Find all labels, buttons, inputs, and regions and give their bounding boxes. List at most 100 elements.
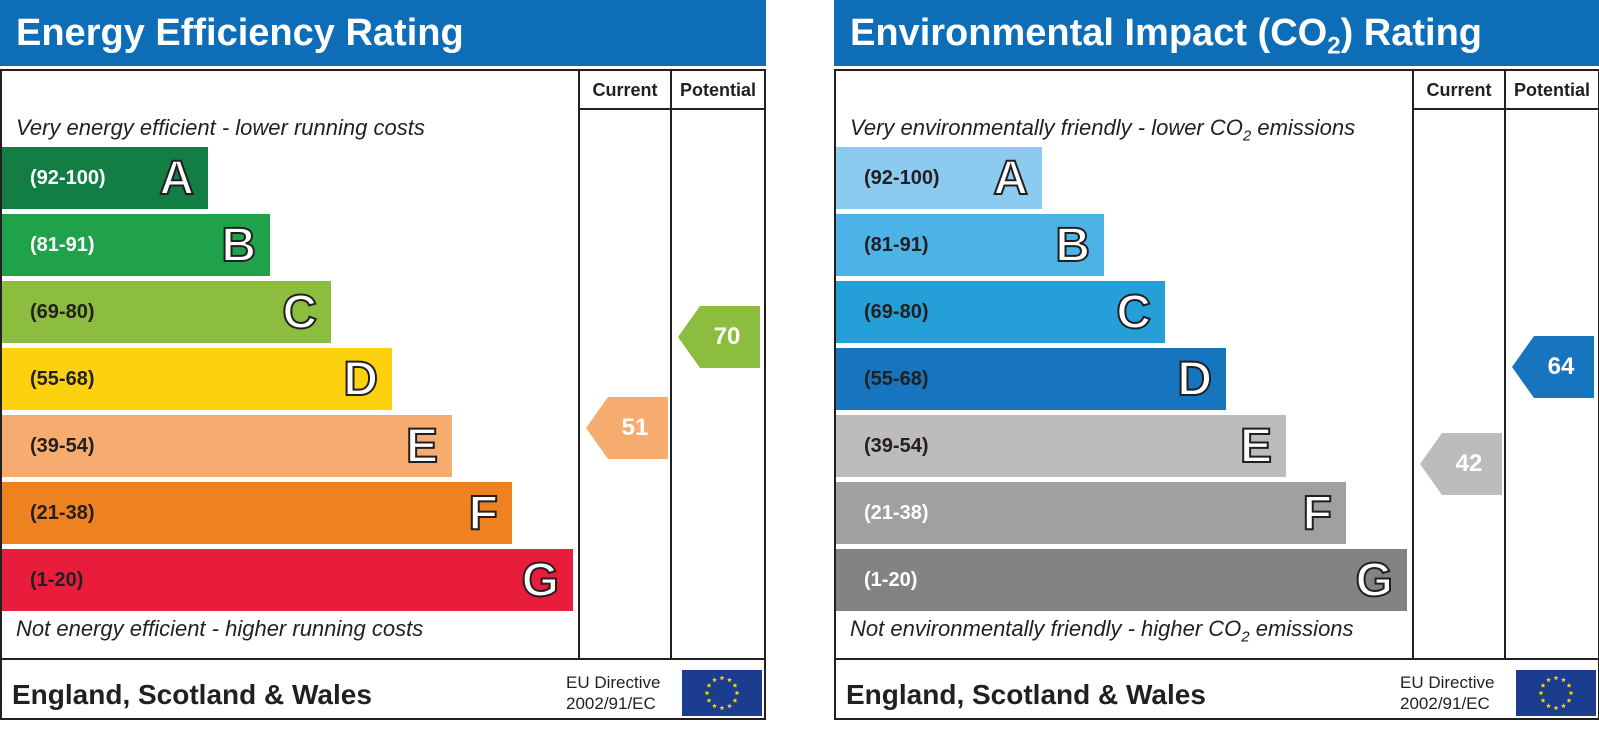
rating-band-d: (55-68) D: [836, 348, 1226, 410]
eu-flag-icon: [1516, 670, 1596, 716]
eu-directive: EU Directive 2002/91/EC: [1400, 672, 1494, 714]
eu-star: [1546, 703, 1551, 709]
rating-band-c: (69-80) C: [836, 281, 1165, 343]
band-range-label: (39-54): [864, 435, 929, 457]
eu-star: [706, 682, 712, 688]
rating-band-b: (81-91) B: [836, 214, 1104, 276]
band-range-label: (21-38): [864, 502, 929, 524]
rating-band-a: (92-100) A: [2, 147, 208, 209]
footer-region: England, Scotland & Wales: [846, 679, 1206, 710]
footer-divider: [836, 658, 1598, 660]
column-header-potential: Potential: [1513, 80, 1590, 100]
band-letter-label: D: [342, 352, 379, 407]
eu-star: [1566, 682, 1572, 688]
column-header-potential: Potential: [679, 80, 756, 100]
eu-star: [706, 697, 712, 703]
top-note: Very environmentally friendly - lower CO…: [850, 115, 1356, 145]
eu-star: [1540, 682, 1546, 688]
eu-star: [1540, 697, 1546, 703]
column-divider: [670, 71, 672, 660]
eu-star: [1561, 703, 1566, 709]
band-letter-label: F: [1302, 486, 1333, 541]
eu-star: [732, 682, 738, 688]
potential-marker-arrow: [678, 306, 760, 368]
band-letter-label: G: [521, 553, 560, 608]
current-rating-value: 51: [621, 414, 649, 441]
potential-rating-marker: 64: [1512, 336, 1594, 398]
rating-band-f: (21-38) F: [836, 482, 1346, 544]
band-range-label: (1-20): [864, 569, 918, 591]
band-letter-label: D: [1176, 352, 1213, 407]
eu-star: [719, 705, 725, 711]
band-letter-label: E: [1239, 419, 1273, 474]
bottom-note: Not energy efficient - higher running co…: [16, 616, 424, 641]
potential-marker-arrow: [1512, 336, 1594, 398]
rating-band-c: (69-80) C: [2, 281, 331, 343]
column-header-current: Current: [592, 80, 658, 100]
column-header-current: Current: [1426, 80, 1492, 100]
eu-star: [704, 690, 710, 696]
footer-region: England, Scotland & Wales: [12, 679, 372, 710]
eu-star: [1553, 675, 1559, 681]
eu-directive-line2: 2002/91/EC: [566, 694, 656, 713]
eu-star: [719, 675, 725, 681]
eu-star: [1546, 677, 1551, 683]
eu-star: [727, 677, 732, 683]
column-divider: [578, 71, 580, 660]
eu-star: [712, 677, 717, 683]
environmental-impact-frame: Current Potential Very environmentally f…: [834, 69, 1599, 720]
band-letter-label: E: [405, 419, 439, 474]
current-rating-marker: 51: [586, 397, 668, 459]
bottom-note: Not environmentally friendly - higher CO…: [850, 616, 1354, 646]
eu-star: [1538, 690, 1544, 696]
eu-star: [734, 690, 740, 696]
band-range-label: (1-20): [30, 569, 84, 591]
energy-efficiency-title: Energy Efficiency Rating: [0, 0, 766, 66]
eu-directive-line1: EU Directive: [566, 673, 661, 692]
band-letter-label: F: [468, 486, 499, 541]
band-range-label: (69-80): [864, 301, 929, 323]
band-letter-label: G: [1355, 553, 1394, 608]
eu-star: [1566, 697, 1572, 703]
current-marker-arrow: [586, 397, 668, 459]
rating-band-a: (92-100) A: [836, 147, 1042, 209]
environmental-impact-panel: Environmental Impact (CO2) Rating Curren…: [834, 0, 1599, 720]
energy-efficiency-panel: Energy Efficiency Rating Current Potenti…: [0, 0, 766, 720]
eu-directive: EU Directive 2002/91/EC: [566, 672, 660, 714]
eu-flag-icon: [682, 670, 762, 716]
band-letter-label: C: [1115, 285, 1152, 340]
band-range-label: (92-100): [864, 167, 940, 189]
band-range-label: (81-91): [864, 234, 929, 256]
current-marker-shape: [586, 397, 668, 459]
column-divider: [1504, 71, 1506, 660]
band-range-label: (21-38): [30, 502, 95, 524]
potential-rating-marker: 70: [678, 306, 760, 368]
top-note: Very energy efficient - lower running co…: [16, 115, 425, 140]
eu-directive-line2: 2002/91/EC: [1400, 694, 1490, 713]
band-range-label: (55-68): [864, 368, 929, 390]
band-range-label: (55-68): [30, 368, 95, 390]
band-letter-label: B: [1054, 218, 1091, 273]
energy-efficiency-frame: Current Potential Very energy efficient …: [0, 69, 766, 720]
rating-band-g: (1-20) G: [836, 549, 1407, 611]
band-range-label: (81-91): [30, 234, 95, 256]
rating-band-e: (39-54) E: [2, 415, 452, 477]
potential-rating-value: 70: [713, 323, 741, 350]
band-range-label: (69-80): [30, 301, 95, 323]
rating-band-g: (1-20) G: [2, 549, 573, 611]
current-marker-shape: [1420, 433, 1502, 495]
potential-marker-shape: [678, 306, 760, 368]
header-divider: [578, 108, 764, 110]
header-divider: [1412, 108, 1598, 110]
current-rating-value: 42: [1455, 450, 1483, 477]
current-rating-marker: 42: [1420, 433, 1502, 495]
band-range-label: (92-100): [30, 167, 106, 189]
eu-star: [1568, 690, 1574, 696]
eu-star: [727, 703, 732, 709]
footer-divider: [2, 658, 764, 660]
eu-star: [1561, 677, 1566, 683]
column-divider: [1412, 71, 1414, 660]
band-letter-label: A: [992, 151, 1029, 206]
eu-star: [732, 697, 738, 703]
rating-band-f: (21-38) F: [2, 482, 512, 544]
